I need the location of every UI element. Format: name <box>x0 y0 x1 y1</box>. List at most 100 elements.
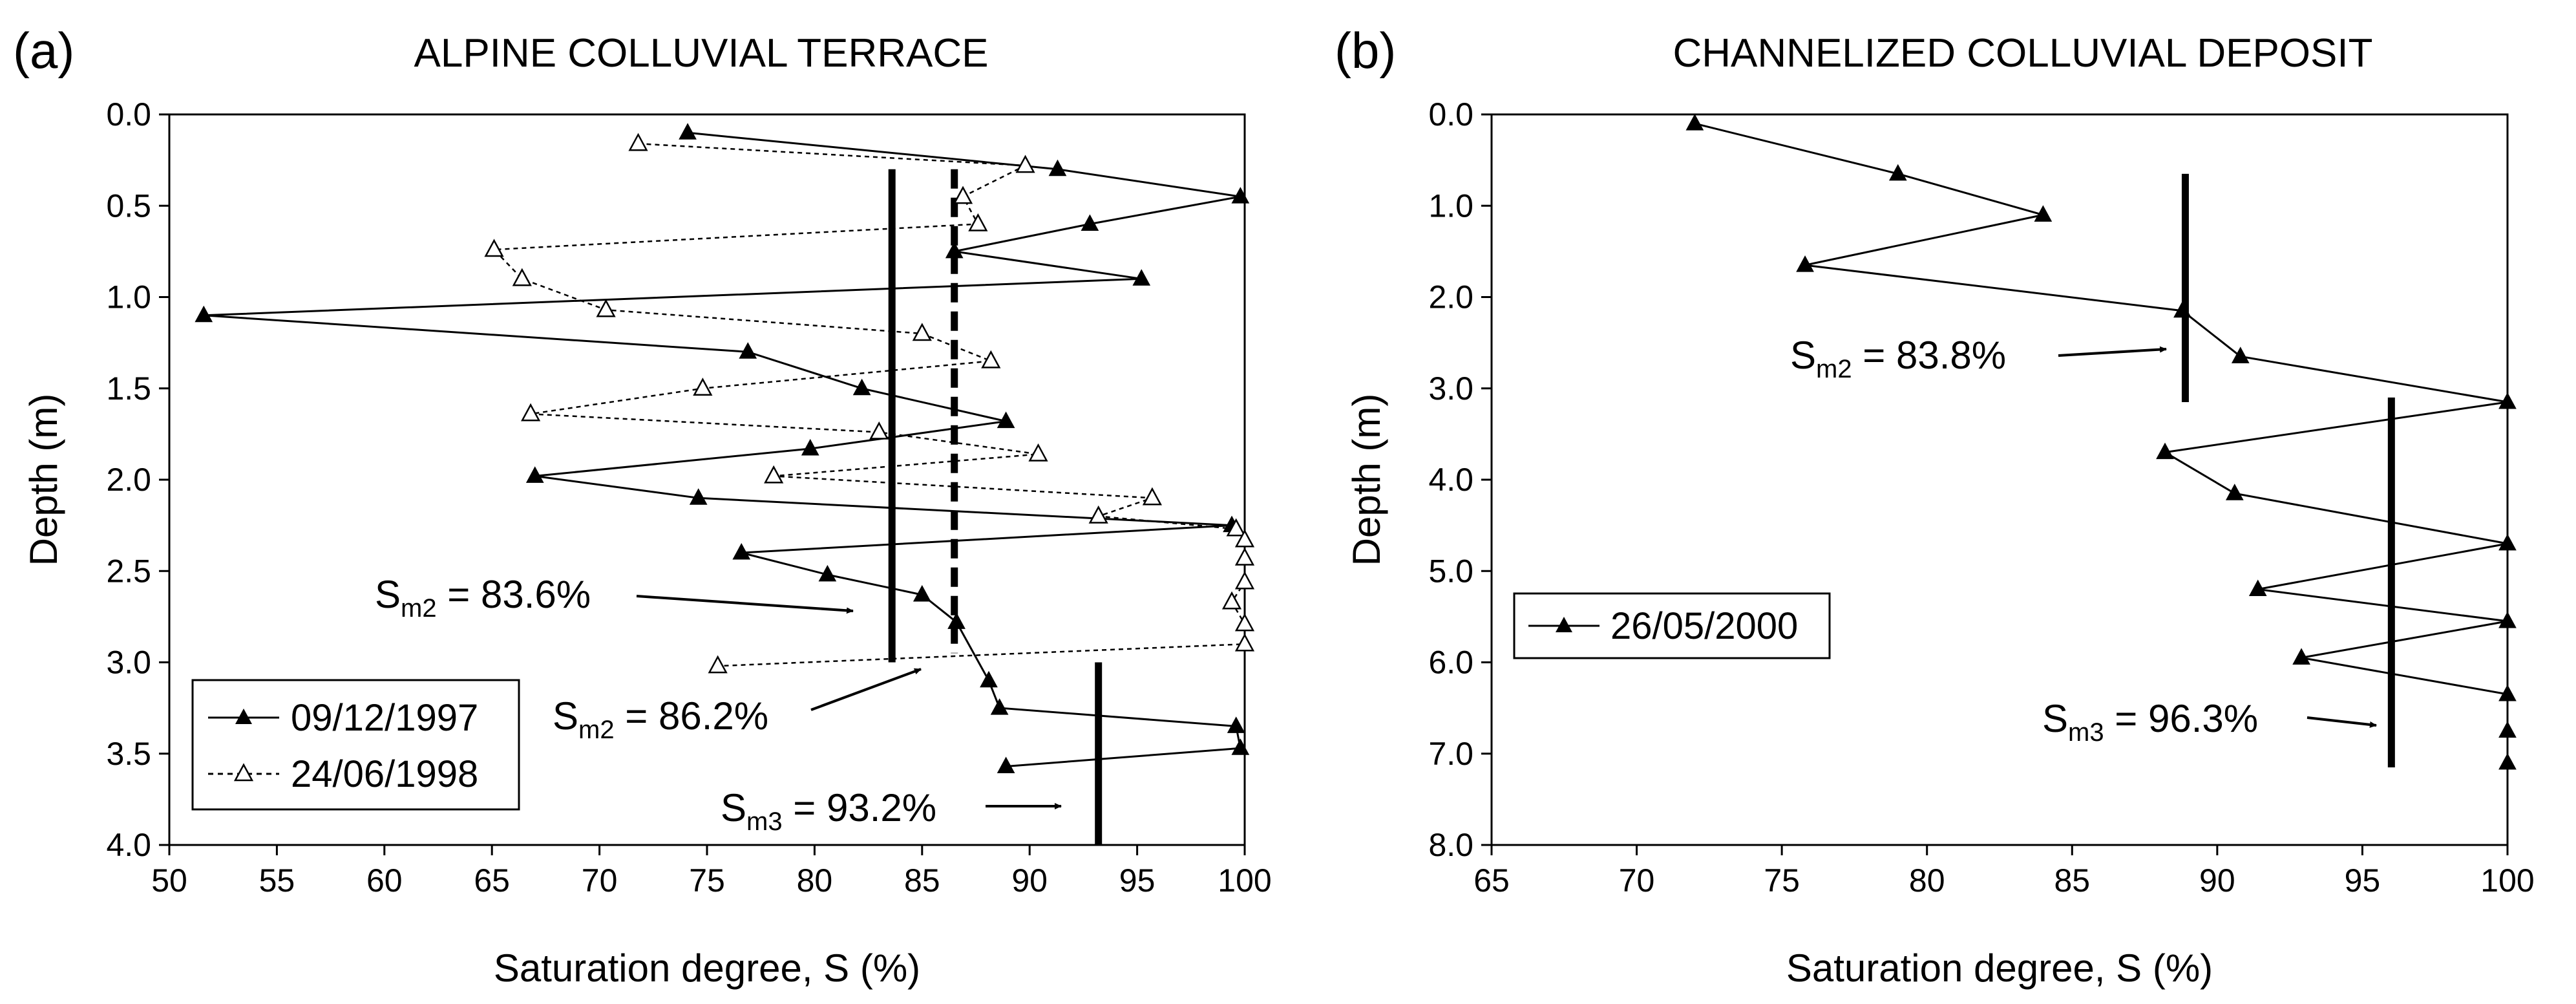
data-point <box>1234 633 1255 652</box>
data-point <box>521 403 541 422</box>
panel-a-legend: 09/12/1997 24/06/1998 <box>191 679 520 811</box>
data-point <box>1142 487 1162 506</box>
panel-b-x-axis-title: Saturation degree, S (%) <box>1786 946 2213 990</box>
data-point <box>1132 269 1151 286</box>
x-tick-label: 80 <box>1909 862 1945 899</box>
data-point <box>689 488 708 505</box>
panel-b-y-axis-title: Depth (m) <box>1345 394 1388 566</box>
svg-text:Sm3 = 96.3%: Sm3 = 96.3% <box>2042 697 2258 747</box>
data-point <box>628 133 648 151</box>
panel-a-annotation-sm2-86: 26/05/2000Sm2 = 86.2% <box>553 668 922 744</box>
data-point <box>679 123 697 140</box>
panel-a-y-ticks: 0.0 0.5 1.0 1.5 2.0 2.5 3.0 3.5 4.0 <box>106 96 169 863</box>
panel-a-x-ticks: 50 55 60 65 70 75 80 85 90 95 100 <box>151 845 1272 899</box>
svg-text:Sm2 = 83.6%: Sm2 = 83.6% <box>375 573 591 623</box>
data-point <box>818 564 837 582</box>
panel-b: (b) CHANNELIZED COLLUVIAL DEPOSIT 65 70 75… <box>1335 22 2535 990</box>
data-point <box>997 411 1015 429</box>
data-point <box>1028 443 1048 462</box>
panel-a-annotation-sm2-83: Sm2 = 83.6% <box>375 573 854 623</box>
legend-entry-26-05-2000: 26/05/2000 <box>1528 605 1798 647</box>
data-point <box>2498 533 2517 551</box>
data-point <box>2498 753 2517 770</box>
data-point <box>945 241 964 259</box>
data-point <box>981 350 1001 368</box>
series-line <box>492 142 1246 667</box>
data-point <box>913 584 931 602</box>
data-point <box>739 342 757 359</box>
data-point <box>2231 347 2250 363</box>
y-tick-label: 3.0 <box>1428 370 1473 407</box>
data-point <box>1048 159 1067 176</box>
svg-text:Sm2 = 83.8%: Sm2 = 83.8% <box>1790 334 2006 383</box>
svg-text:Sm3 = 93.2%: Sm3 = 93.2% <box>721 786 936 836</box>
panel-a-annotation-sm3-93: Sm3 = 93.2% <box>721 786 1062 836</box>
x-tick-label: 95 <box>1119 862 1156 899</box>
data-point <box>1234 571 1255 590</box>
data-point <box>693 378 713 396</box>
y-tick-label: 2.5 <box>106 553 151 589</box>
panel-b-x-ticks: 65 70 75 80 85 90 95 100 <box>1473 845 2535 899</box>
x-tick-label: 65 <box>1473 862 1510 899</box>
data-point <box>484 239 504 257</box>
panel-a-x-axis-title: Saturation degree, S (%) <box>494 946 920 990</box>
y-tick-label: 2.0 <box>106 462 151 498</box>
data-point <box>1231 738 1250 755</box>
data-point <box>195 305 213 323</box>
x-tick-label: 85 <box>2054 862 2090 899</box>
svg-text:24/06/1998: 24/06/1998 <box>291 753 478 795</box>
data-point <box>912 323 932 341</box>
panel-b-legend: 26/05/2000 <box>1513 592 1831 659</box>
panel-a: (a) ALPINE COLLUVIAL TERRACE 50 55 60 65 70 7… <box>13 22 1272 990</box>
data-point <box>708 655 728 674</box>
panel-b-annotation-sm2-83: Sm2 = 83.8% <box>1790 334 2167 383</box>
x-tick-label: 60 <box>366 862 403 899</box>
legend-entry-24-06-1998: 24/06/1998 <box>208 753 478 795</box>
y-tick-label: 4.0 <box>1428 462 1473 498</box>
data-point <box>732 542 751 560</box>
panel-a-reference-lines <box>888 169 1103 845</box>
data-point <box>2225 484 2244 500</box>
data-point <box>1226 518 1246 537</box>
data-point <box>997 756 1015 774</box>
y-tick-label: 0.5 <box>106 187 151 224</box>
data-point <box>512 268 532 286</box>
data-point <box>1234 547 1255 566</box>
panel-a-label: (a) <box>13 22 74 79</box>
data-point <box>869 421 889 440</box>
x-tick-label: 90 <box>2199 862 2235 899</box>
panel-b-reference-lines <box>2181 173 2395 767</box>
data-point <box>1796 255 1814 272</box>
data-point <box>1227 716 1245 733</box>
data-point <box>1888 164 1907 181</box>
data-point <box>764 465 784 484</box>
y-tick-label: 7.0 <box>1428 736 1473 772</box>
x-tick-label: 95 <box>2345 862 2381 899</box>
data-point <box>1685 114 1704 131</box>
panel-b-label: (b) <box>1335 22 1396 79</box>
x-tick-label: 80 <box>797 862 833 899</box>
data-point <box>1221 591 1242 610</box>
y-tick-label: 0.0 <box>1428 96 1473 133</box>
data-point <box>947 612 966 629</box>
x-tick-label: 90 <box>1011 862 1048 899</box>
y-tick-label: 0.0 <box>106 96 151 133</box>
svg-text:26/05/2000: 26/05/2000 <box>1610 605 1798 647</box>
data-point <box>2034 205 2053 222</box>
y-tick-label: 8.0 <box>1428 827 1473 863</box>
series-line <box>1694 122 2509 763</box>
data-point <box>2498 611 2517 628</box>
x-tick-label: 70 <box>1619 862 1655 899</box>
panel-a-y-axis-title: Depth (m) <box>22 394 65 566</box>
data-point <box>525 466 544 483</box>
data-point <box>990 698 1009 715</box>
data-point <box>1088 505 1108 524</box>
y-tick-label: 4.0 <box>106 827 151 863</box>
data-point <box>1234 529 1255 548</box>
y-tick-label: 3.0 <box>106 645 151 681</box>
data-point <box>1231 187 1250 204</box>
panel-b-annotation-sm3-96: Sm3 = 96.3% <box>2042 697 2377 747</box>
y-tick-label: 1.5 <box>106 370 151 407</box>
data-point <box>980 670 998 688</box>
